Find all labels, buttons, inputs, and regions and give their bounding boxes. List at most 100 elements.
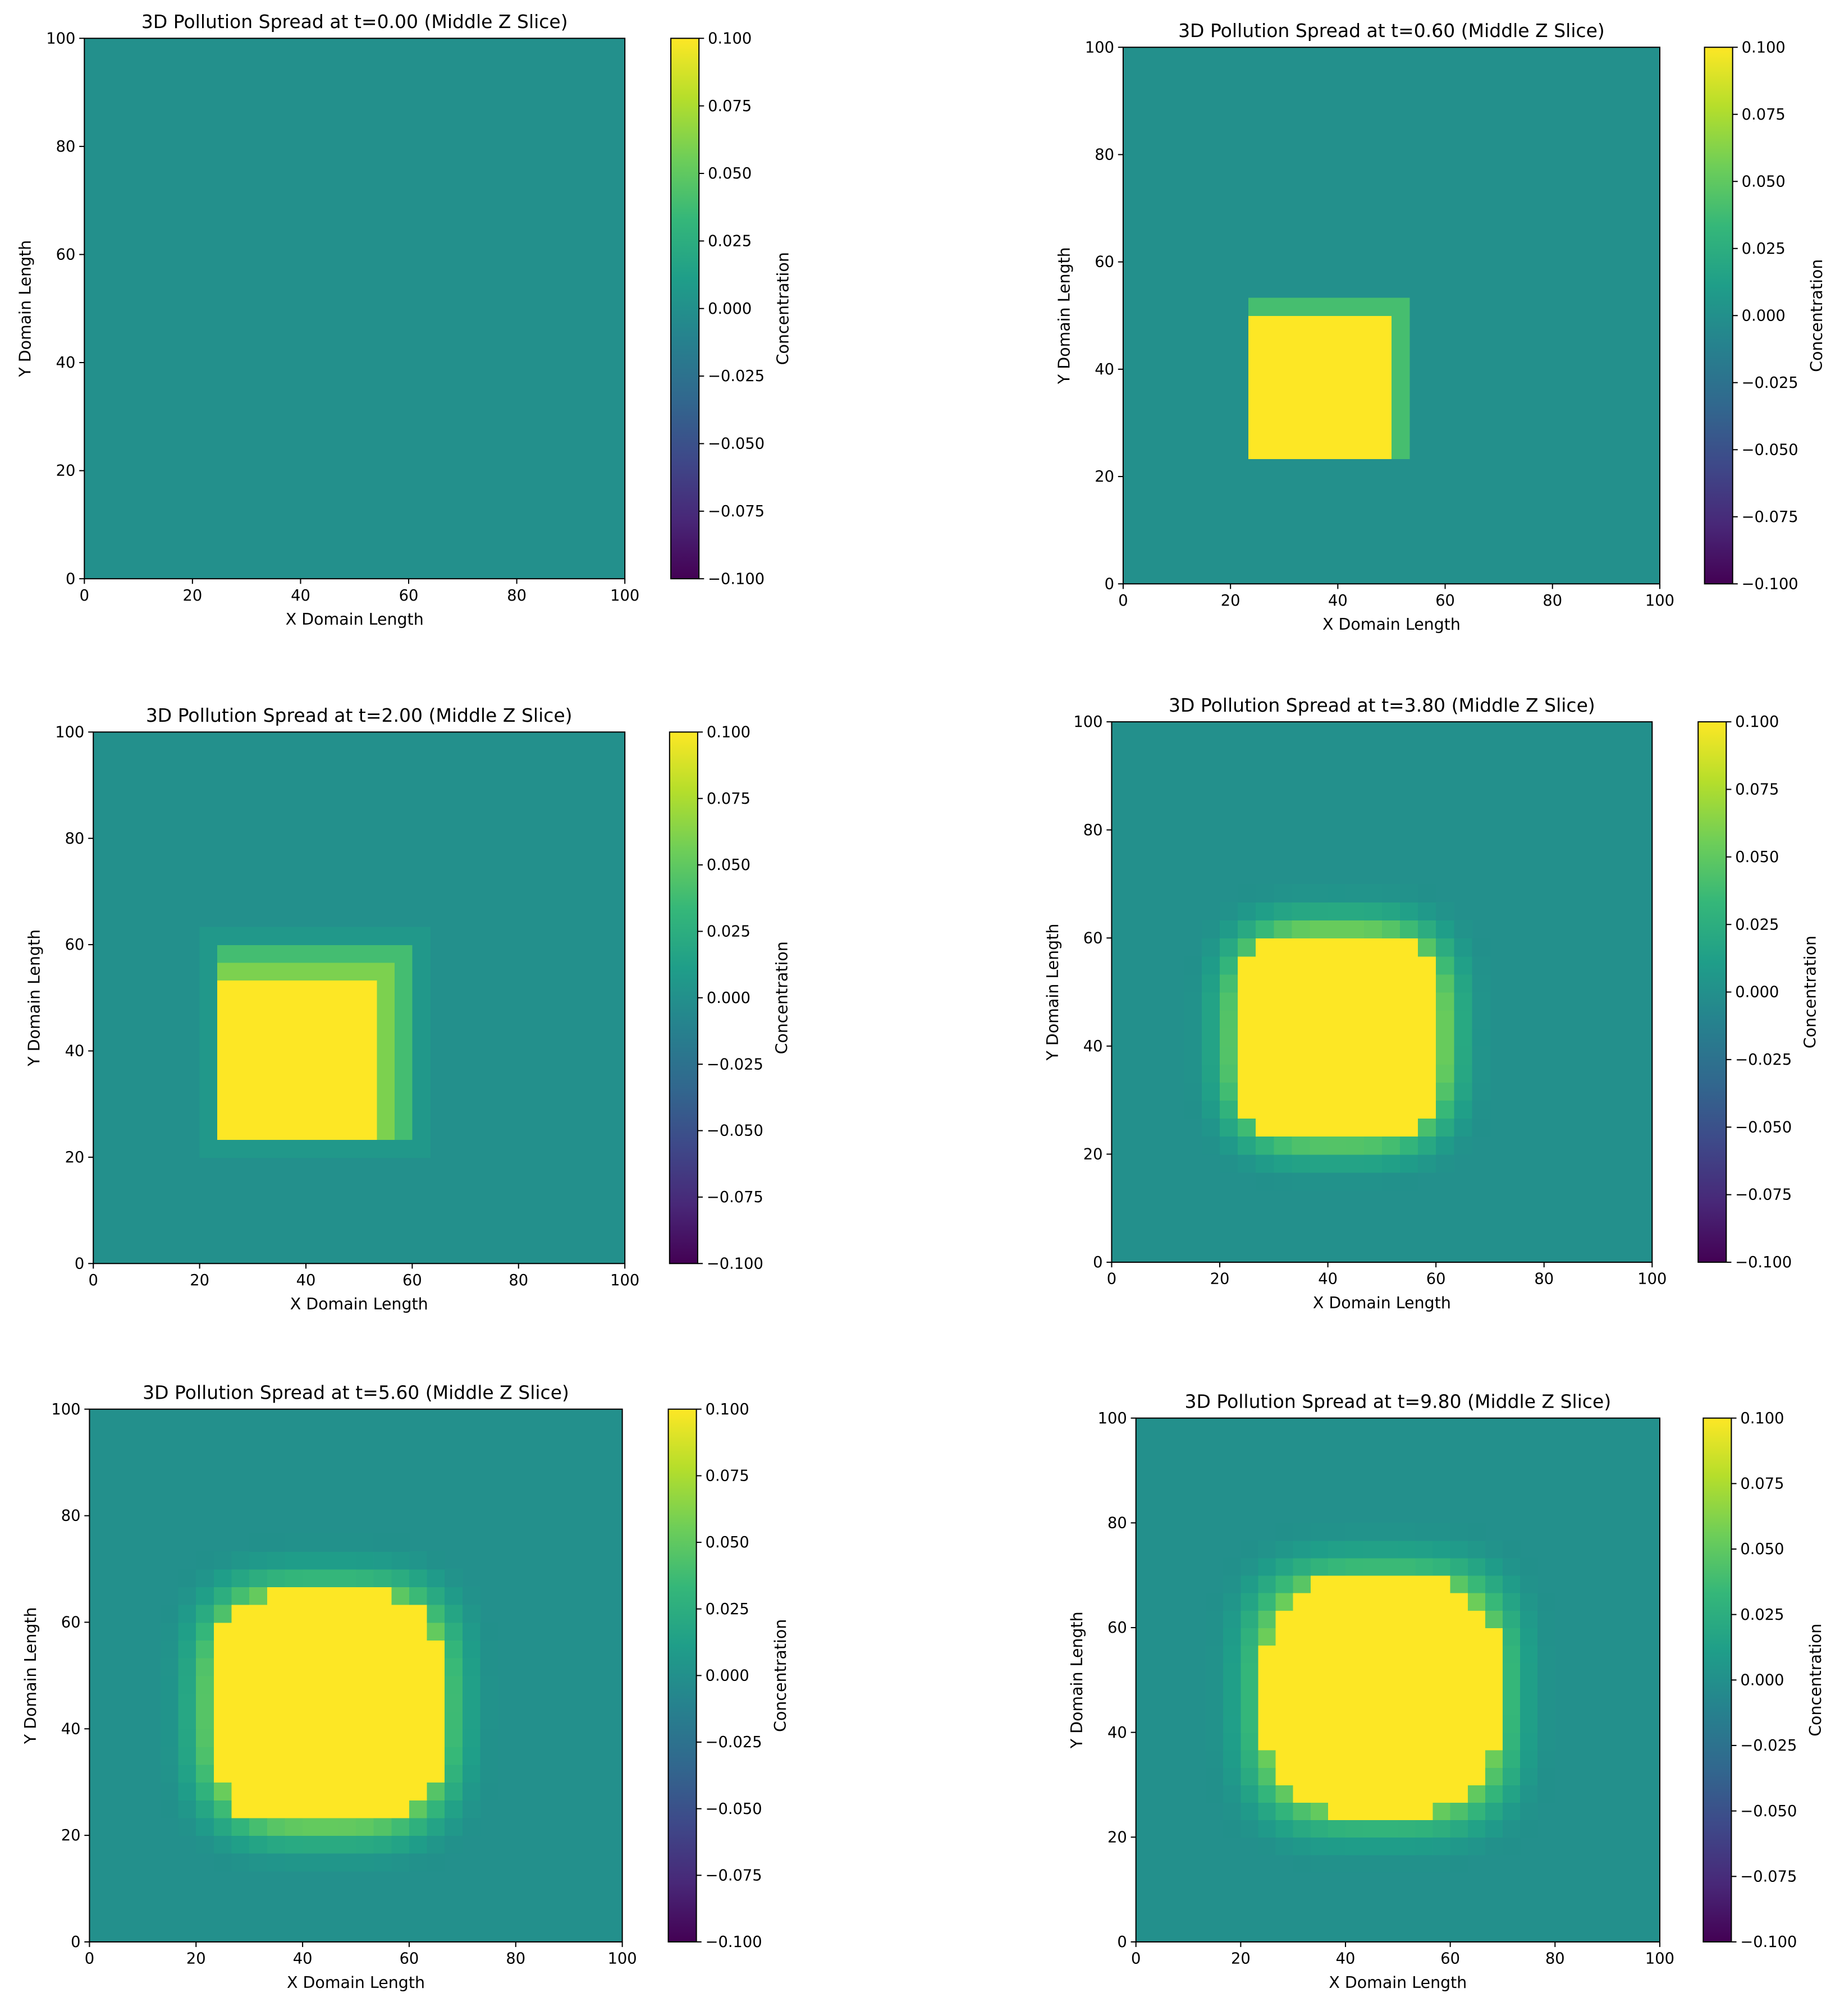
heatmap-cell bbox=[303, 1853, 321, 1872]
heatmap-cell bbox=[1485, 1592, 1503, 1611]
heatmap-cell bbox=[1201, 992, 1220, 1011]
heatmap-cell bbox=[1275, 1592, 1294, 1611]
heatmap-cell bbox=[1338, 423, 1357, 442]
heatmap-cell bbox=[1380, 1749, 1399, 1768]
y-tick-label: 60 bbox=[61, 1614, 81, 1632]
heatmap-cell bbox=[249, 1835, 268, 1854]
heatmap-cells bbox=[1248, 297, 1410, 460]
heatmap-cell bbox=[1220, 974, 1239, 993]
colorbar-tick-label: −0.075 bbox=[707, 1189, 763, 1206]
heatmap-cell bbox=[1467, 1575, 1486, 1593]
heatmap-cell bbox=[235, 1121, 254, 1140]
heatmap-cell bbox=[1293, 1523, 1311, 1541]
heatmap-cell bbox=[462, 1693, 481, 1712]
heatmap-cell bbox=[1258, 1732, 1276, 1751]
heatmap-cell bbox=[1345, 1064, 1365, 1083]
heatmap-cell bbox=[1310, 1028, 1329, 1047]
heatmap-cell bbox=[1293, 1802, 1311, 1821]
heatmap-cell bbox=[1338, 369, 1357, 388]
heatmap-cell bbox=[1320, 333, 1339, 352]
colorbar-tick-label: −0.025 bbox=[708, 368, 765, 385]
heatmap-cell bbox=[267, 1569, 286, 1588]
heatmap-cell bbox=[1502, 1837, 1521, 1855]
heatmap-cell bbox=[1302, 297, 1321, 317]
heatmap-cell bbox=[338, 1569, 356, 1588]
heatmap-cell bbox=[1415, 1802, 1434, 1821]
heatmap-cell bbox=[1320, 369, 1339, 388]
heatmap-cell bbox=[1275, 1610, 1294, 1628]
heatmap-cell bbox=[1220, 1046, 1239, 1065]
heatmap-cell bbox=[1398, 1697, 1416, 1716]
heatmap-cell bbox=[1241, 1767, 1259, 1785]
heatmap-cell bbox=[288, 1104, 306, 1122]
colorbar-tick-label: 0.050 bbox=[1740, 1541, 1784, 1558]
heatmap-cell bbox=[196, 1799, 214, 1818]
heatmap-cell bbox=[1241, 1749, 1259, 1768]
heatmap-cell bbox=[1183, 992, 1202, 1011]
heatmap-cell bbox=[249, 1729, 268, 1747]
y-tick-label: 40 bbox=[1107, 1724, 1127, 1742]
heatmap-cell bbox=[1238, 938, 1257, 957]
heatmap-cell bbox=[1485, 1820, 1503, 1838]
y-tick-label: 80 bbox=[56, 138, 76, 155]
heatmap-cell bbox=[213, 1587, 232, 1605]
heatmap-cell bbox=[1432, 1680, 1451, 1698]
heatmap-cell bbox=[409, 1729, 428, 1747]
heatmap-cell bbox=[1391, 387, 1410, 406]
heatmap-cell bbox=[178, 1587, 197, 1605]
heatmap-cell bbox=[1520, 1802, 1539, 1821]
heatmap-cell bbox=[1310, 1575, 1329, 1593]
heatmap-cell bbox=[1310, 1715, 1329, 1733]
heatmap-cell bbox=[1398, 1523, 1416, 1541]
heatmap-cell bbox=[1485, 1732, 1503, 1751]
heatmap-cell bbox=[1520, 1697, 1539, 1716]
heatmap-cell bbox=[323, 927, 342, 946]
heatmap-cell bbox=[394, 1121, 413, 1140]
heatmap-cell bbox=[253, 927, 271, 946]
heatmap-cell bbox=[1292, 956, 1311, 975]
heatmap-cell bbox=[1418, 1082, 1437, 1101]
heatmap-cell bbox=[199, 997, 218, 1016]
heatmap-cell bbox=[1537, 1715, 1556, 1733]
heatmap-cell bbox=[303, 1587, 321, 1605]
heatmap-cell bbox=[391, 1604, 410, 1623]
heatmap-cell bbox=[1223, 1767, 1242, 1785]
heatmap-cell bbox=[373, 1764, 392, 1783]
heatmap-cell bbox=[213, 1622, 232, 1641]
heatmap-cell bbox=[1220, 1100, 1239, 1119]
heatmap-cell bbox=[1293, 1697, 1311, 1716]
heatmap-cell bbox=[1201, 1118, 1220, 1137]
heatmap-cell bbox=[235, 980, 254, 998]
heatmap-cell bbox=[217, 1015, 236, 1034]
heatmap-cell bbox=[1238, 1010, 1257, 1029]
x-tick-label: 40 bbox=[1318, 1271, 1338, 1288]
heatmap-cell bbox=[462, 1799, 481, 1818]
heatmap-cell bbox=[1345, 1575, 1364, 1593]
heatmap-cell bbox=[1502, 1610, 1521, 1628]
y-tick-label: 80 bbox=[65, 830, 85, 847]
heatmap-cell bbox=[178, 1640, 197, 1658]
heatmap-cell bbox=[341, 1015, 360, 1034]
heatmap-cell bbox=[412, 1051, 431, 1069]
heatmap-cell bbox=[1454, 1010, 1473, 1029]
heatmap-cell bbox=[1450, 1837, 1468, 1855]
heatmap-cell bbox=[1275, 1628, 1294, 1646]
heatmap-cell bbox=[1399, 1064, 1418, 1083]
y-tick-label: 40 bbox=[65, 1043, 85, 1060]
heatmap-cell bbox=[1310, 1610, 1329, 1628]
heatmap-cell bbox=[213, 1711, 232, 1730]
heatmap-cell bbox=[1436, 902, 1455, 921]
heatmap-cell bbox=[480, 1746, 499, 1765]
heatmap-cell bbox=[1537, 1662, 1556, 1681]
heatmap-cell bbox=[1345, 1767, 1364, 1785]
heatmap-cell bbox=[1345, 1610, 1364, 1628]
heatmap-cell bbox=[1302, 441, 1321, 460]
heatmap-cell bbox=[1258, 1540, 1276, 1559]
heatmap-cell bbox=[1302, 315, 1321, 335]
heatmap-cell bbox=[1485, 1767, 1503, 1785]
heatmap-cell bbox=[217, 927, 236, 946]
heatmap-cell bbox=[1256, 1172, 1275, 1191]
heatmap-cell bbox=[462, 1604, 481, 1623]
heatmap-cell bbox=[1328, 920, 1347, 939]
heatmap-cell bbox=[285, 1622, 304, 1641]
